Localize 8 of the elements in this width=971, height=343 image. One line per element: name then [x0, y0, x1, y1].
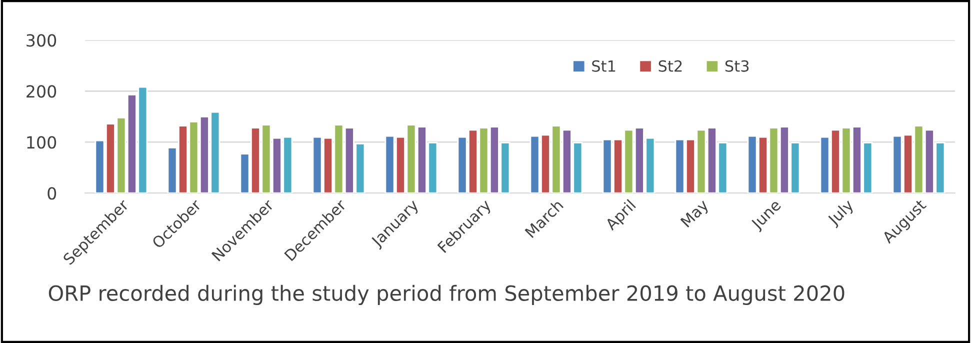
y-tick-label: 200 [26, 85, 56, 98]
y-tick-label: 0 [48, 187, 56, 200]
y-tick-label: 100 [27, 136, 56, 149]
text: ORP recorded during the study period from September 2019 to August 2020 [48, 284, 844, 306]
legend-label: St2 [658, 60, 682, 72]
legend-label: St1 [592, 60, 616, 72]
y-tick-label: 300 [26, 34, 56, 47]
legend-label: St3 [725, 60, 749, 72]
